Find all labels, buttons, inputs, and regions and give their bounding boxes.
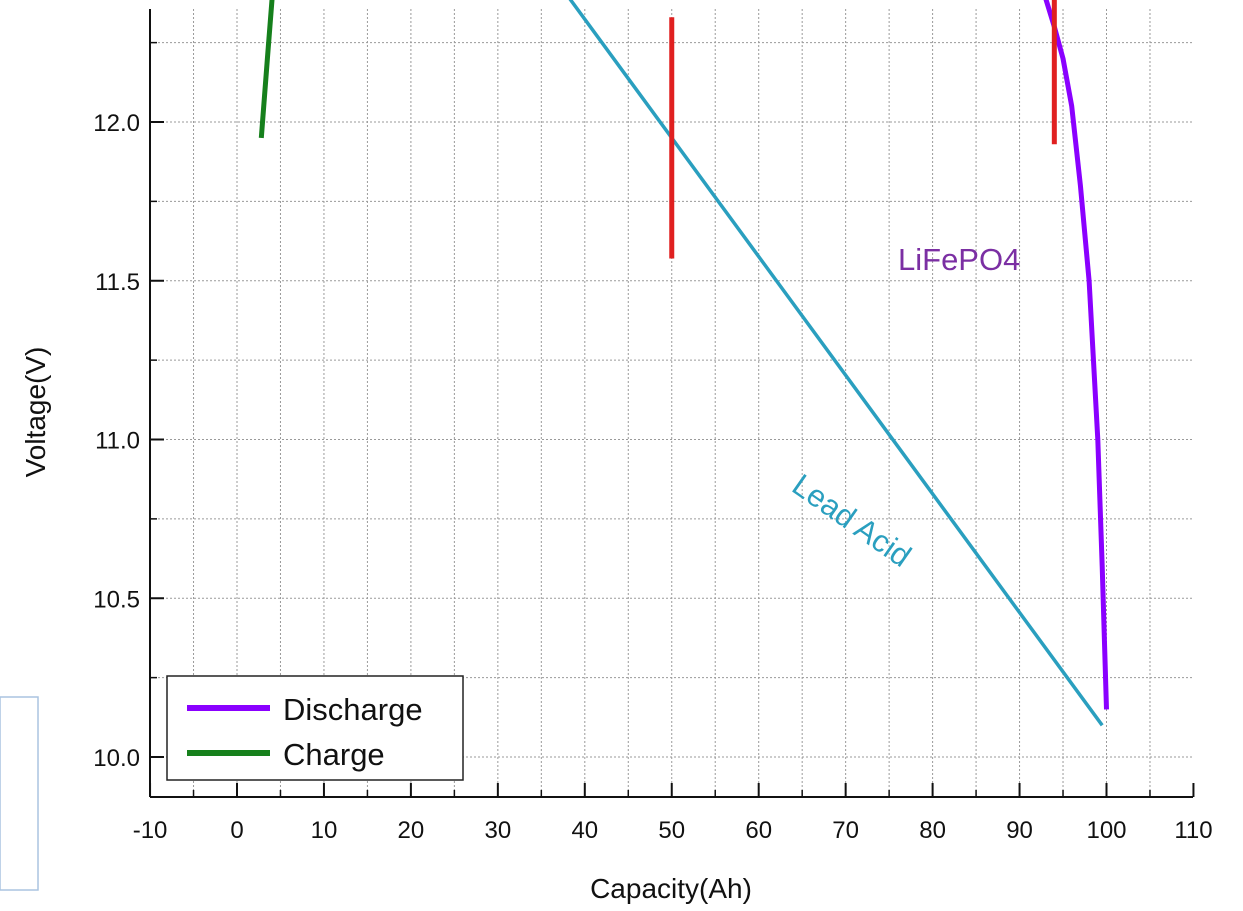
marker-layer bbox=[669, 0, 1057, 259]
y-tick-label: 11.5 bbox=[95, 269, 140, 296]
x-tick-label: 60 bbox=[745, 817, 772, 844]
x-tick-label: 0 bbox=[230, 817, 243, 844]
annotation-lead-acid: Lead Acid bbox=[786, 467, 918, 574]
x-tick-label: 110 bbox=[1174, 817, 1212, 844]
charge-curve bbox=[258, 0, 275, 139]
x-tick-label: 10 bbox=[311, 817, 338, 844]
x-tick-label: 20 bbox=[398, 817, 425, 844]
legend-label-charge: Charge bbox=[283, 737, 385, 772]
x-tick-label: 40 bbox=[571, 817, 598, 844]
legend-box bbox=[166, 675, 464, 781]
x-tick-label: 100 bbox=[1086, 817, 1126, 844]
overlay-box bbox=[0, 696, 39, 891]
x-axis-title: Capacity(Ah) bbox=[590, 873, 752, 904]
x-tick-label: 50 bbox=[658, 817, 685, 844]
x-tick-label: 30 bbox=[484, 817, 511, 844]
y-tick-label: 11.0 bbox=[95, 428, 140, 455]
annotation-lifepo4: LiFePO4 bbox=[898, 242, 1020, 277]
legend-label-discharge: Discharge bbox=[283, 692, 423, 727]
x-tick-label: -10 bbox=[133, 817, 168, 844]
y-axis-title: Voltage(V) bbox=[20, 347, 51, 478]
x-tick-label: 90 bbox=[1006, 817, 1033, 844]
y-tick-label: 10.5 bbox=[93, 586, 140, 613]
legend: Discharge Charge bbox=[166, 675, 464, 781]
axes bbox=[149, 9, 1195, 798]
y-tick-label: 10.0 bbox=[93, 745, 140, 772]
x-tick-label: 70 bbox=[832, 817, 859, 844]
tick-labels: -10 0 10 20 30 40 50 60 70 80 90 100 110 10.0 10.5 11.0… bbox=[93, 110, 1212, 844]
discharge-curve bbox=[1043, 0, 1109, 710]
y-tick-label: 12.0 bbox=[93, 110, 140, 137]
series-layer bbox=[258, 0, 1109, 727]
x-tick-label: 80 bbox=[919, 817, 946, 844]
